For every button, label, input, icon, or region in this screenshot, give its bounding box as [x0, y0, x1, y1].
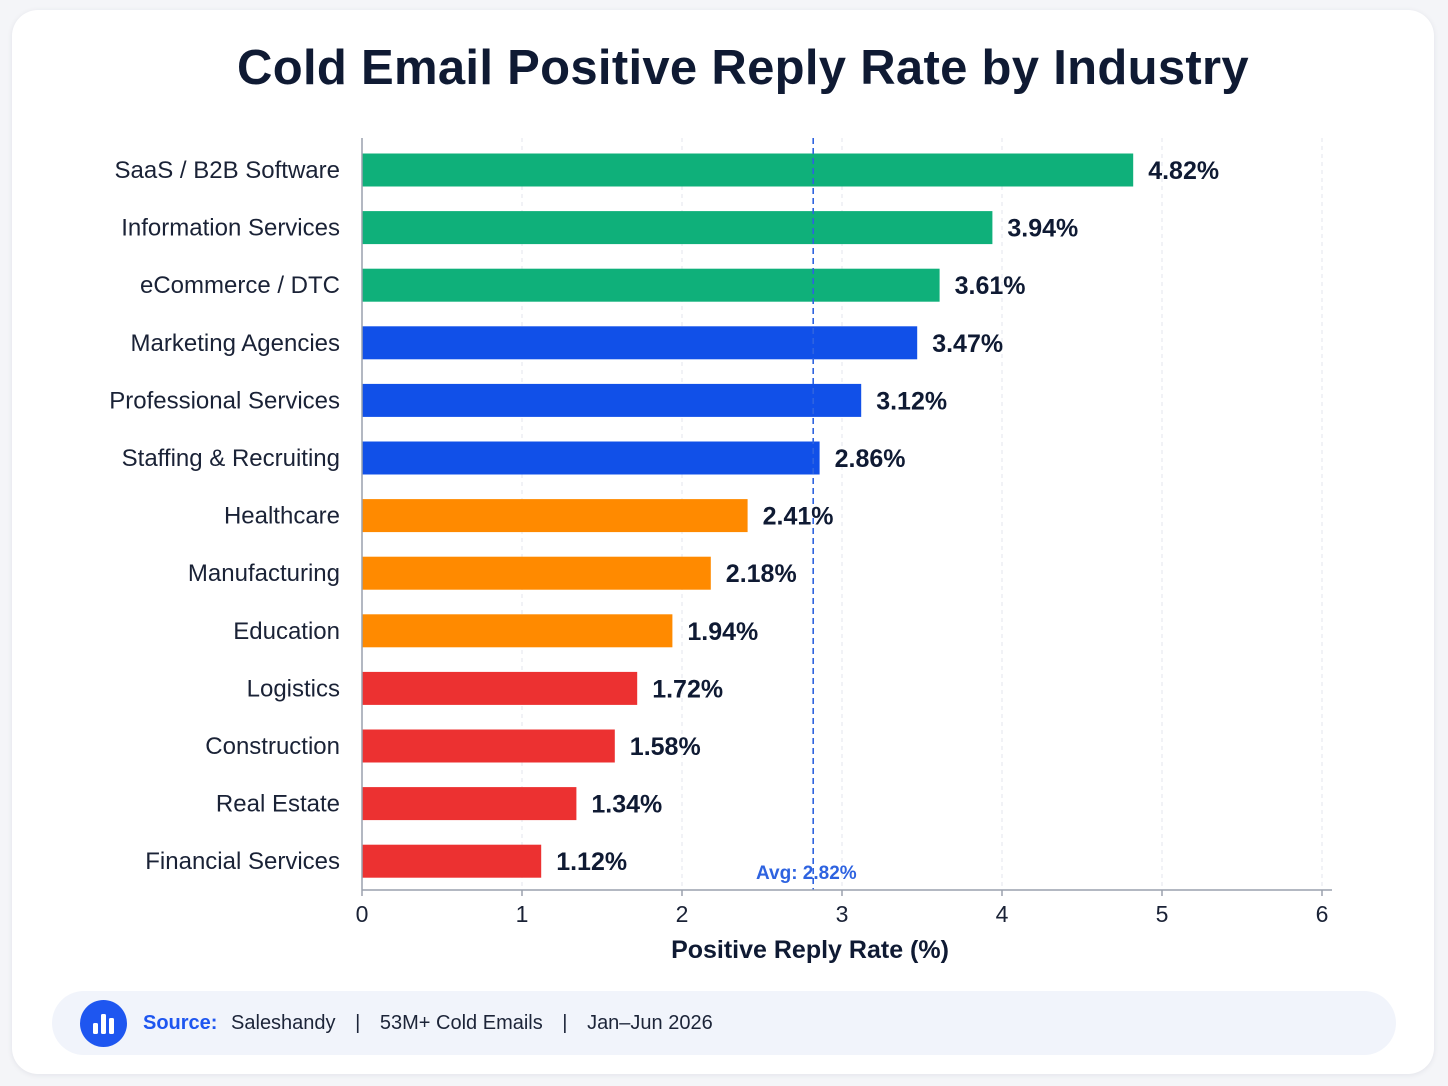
labels: SaaS / B2B Software 4.82% Information Serv… [109, 157, 1219, 876]
source-separator: | [562, 1012, 568, 1034]
category-label: Information Services [121, 215, 340, 242]
bars [362, 153, 1134, 878]
value-label: 1.94% [687, 618, 758, 646]
bar-chart-icon [80, 1000, 127, 1047]
source-text: Source: Saleshandy | 53M+ Cold Emails | … [143, 991, 713, 1055]
value-label: 1.58% [630, 733, 701, 761]
x-axis-title: Positive Reply Rate (%) [671, 936, 949, 964]
value-label: 2.41% [763, 503, 834, 531]
x-tick-label: 5 [1156, 901, 1169, 927]
category-label: Healthcare [224, 503, 340, 530]
source-period: Jan–Jun 2026 [587, 1012, 713, 1034]
value-label: 4.82% [1148, 157, 1219, 185]
bar [362, 729, 615, 763]
average-line-group: Avg: 2.82% [756, 138, 857, 890]
value-label: 1.34% [591, 791, 662, 819]
value-label: 3.47% [932, 330, 1003, 358]
category-label: Real Estate [216, 791, 340, 818]
average-label: Avg: 2.82% [756, 863, 857, 884]
bar [362, 614, 673, 648]
source-bar: Source: Saleshandy | 53M+ Cold Emails | … [52, 991, 1396, 1055]
value-label: 3.12% [876, 387, 947, 415]
value-label: 3.61% [955, 272, 1026, 300]
bar [362, 556, 711, 590]
source-separator: | [355, 1012, 361, 1034]
category-label: Logistics [247, 675, 340, 702]
chart-card [12, 10, 1434, 1074]
category-label: Marketing Agencies [131, 330, 340, 357]
category-label: Manufacturing [188, 560, 340, 587]
category-label: Construction [205, 733, 340, 760]
category-label: eCommerce / DTC [140, 272, 340, 299]
category-label: Financial Services [145, 848, 340, 875]
source-sample: 53M+ Cold Emails [379, 1012, 543, 1034]
bar [362, 671, 638, 705]
value-label: 2.18% [726, 560, 797, 588]
category-label: Education [233, 618, 340, 645]
bar [362, 326, 918, 360]
x-tick-label: 3 [836, 901, 849, 927]
value-label: 1.12% [556, 848, 627, 876]
value-label: 3.94% [1007, 215, 1078, 243]
category-label: Professional Services [109, 387, 340, 414]
category-label: SaaS / B2B Software [115, 157, 340, 184]
category-label: Staffing & Recruiting [122, 445, 340, 472]
source-publisher: Saleshandy [231, 1012, 336, 1034]
x-tick-label: 2 [676, 901, 689, 927]
x-tick-label: 4 [996, 901, 1009, 927]
x-tick-label: 0 [356, 901, 369, 927]
bar [362, 441, 820, 475]
bar [362, 153, 1134, 187]
bar [362, 844, 542, 878]
axes: 0 1 2 3 4 5 6 Positive Reply Rate (%) [356, 138, 1332, 964]
bar [362, 211, 993, 245]
bar [362, 787, 577, 821]
source-label: Source: [143, 1012, 218, 1034]
bar [362, 383, 862, 417]
bar [362, 268, 940, 302]
value-label: 2.86% [835, 445, 906, 473]
chart-title: Cold Email Positive Reply Rate by Indust… [237, 41, 1249, 95]
value-label: 1.72% [652, 675, 723, 703]
x-tick-label: 1 [516, 901, 529, 927]
bar [362, 499, 748, 533]
x-tick-label: 6 [1316, 901, 1329, 927]
